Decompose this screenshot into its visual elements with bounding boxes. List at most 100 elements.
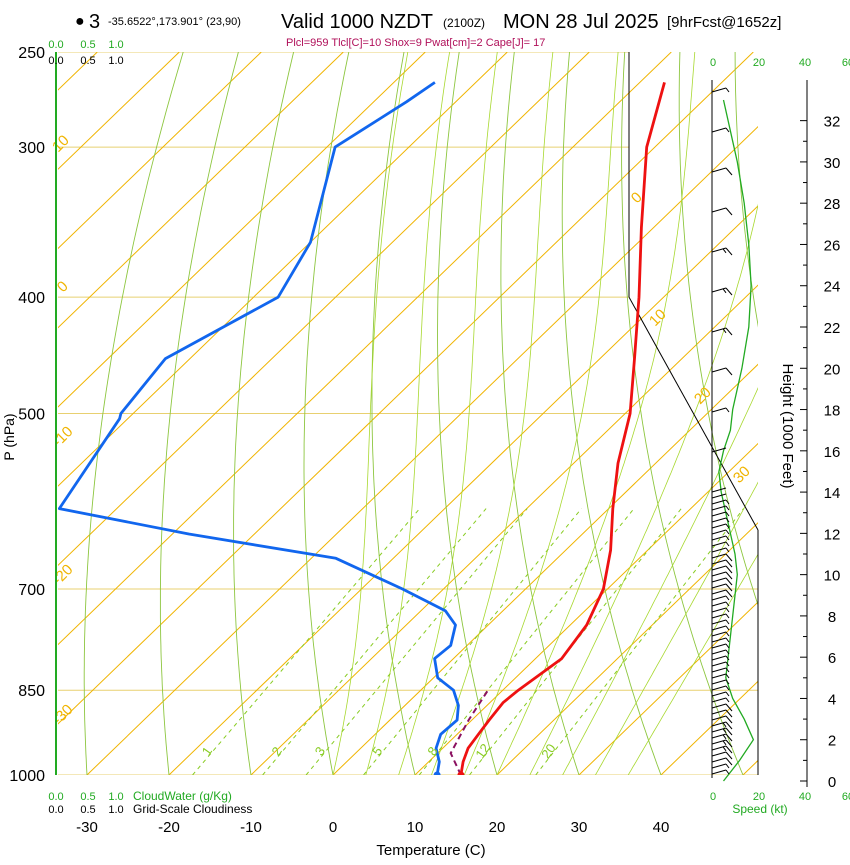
wind-barb-half-flag [722, 734, 727, 740]
wind-barb [711, 625, 730, 631]
height-tick-label: 32 [824, 114, 841, 131]
wind-barb [711, 613, 730, 619]
temperature-tick-label: 40 [653, 819, 670, 836]
wind-barb-shaft [711, 691, 727, 697]
speed-top-tick-label: 40 [799, 57, 811, 69]
mixing-ratio-label: 12 [472, 741, 493, 761]
cloudiness-label: Grid-Scale Cloudiness [133, 802, 252, 816]
wind-barb-shaft [711, 643, 727, 649]
wind-barb [711, 715, 733, 724]
wind-barb [711, 493, 727, 499]
height-tick-label: 12 [824, 526, 841, 543]
temperature-tick-label: 30 [571, 819, 588, 836]
pressure-tick-label: 500 [18, 407, 45, 424]
wind-barb-shaft [711, 87, 727, 93]
wind-barb-shaft [711, 407, 727, 413]
wind-barb-half-flag [725, 631, 730, 637]
temperature-tick-label: -20 [158, 819, 180, 836]
wind-barb [711, 553, 733, 562]
cloud-bottom-scale-label: 0.5 [80, 791, 95, 803]
wind-barb-shaft [711, 127, 727, 133]
height-tick-label: 26 [824, 237, 841, 254]
wind-barb-half-flag [725, 763, 730, 769]
wind-barb-shaft [711, 583, 727, 589]
stability-params: Plcl=959 Tlcl[C]=10 Shox=9 Pwat[cm]=2 Ca… [286, 37, 546, 49]
wind-barb-half-flag [722, 728, 727, 734]
height-tick-label: 20 [824, 361, 841, 378]
wind-barb [711, 287, 733, 296]
wind-barb-half-flag [725, 679, 730, 685]
wind-barb-half-flag [722, 328, 727, 334]
wind-barb [711, 327, 733, 336]
dry-adiabat-line [734, 52, 758, 328]
wind-barb-half-flag [725, 673, 730, 679]
wind-barb [711, 367, 733, 376]
wind-barb-half-flag [722, 722, 727, 728]
wind-barb [711, 679, 730, 685]
wind-barb [711, 207, 733, 216]
temperature-tick-label: -30 [76, 819, 98, 836]
wind-barb-flag [725, 721, 733, 730]
wind-barb-flag [725, 367, 733, 376]
wind-barb [711, 595, 730, 601]
station-coords: -35.6522°,173.901° (23,90) [108, 16, 241, 28]
wind-barb-flag [725, 703, 733, 712]
wind-barb-half-flag [722, 288, 727, 294]
mixing-ratio-label: 1 [199, 744, 215, 759]
wind-barb [711, 673, 730, 679]
wind-barb-shaft [711, 493, 727, 499]
wind-barb-shaft [711, 613, 727, 619]
wind-barb-shaft [711, 535, 727, 541]
dry-adiabat-line [233, 52, 295, 775]
dry-adiabat-line [371, 52, 416, 775]
wind-barb [711, 661, 730, 667]
isotherm-line [58, 52, 426, 408]
wind-barb-shaft [711, 505, 727, 511]
wind-barb [711, 547, 730, 553]
wind-barb [711, 499, 730, 505]
wind-barb-shaft [711, 207, 727, 213]
wind-barb-flag [725, 589, 733, 598]
height-tick-label: 2 [828, 733, 836, 750]
wind-barb [711, 619, 730, 625]
cloud-water-label: CloudWater (g/Kg) [133, 789, 232, 803]
wind-barb [711, 535, 730, 541]
wind-barb-shaft [711, 327, 727, 333]
height-tick-label: 14 [824, 485, 841, 502]
speed-top-tick-label: 60 [842, 57, 850, 69]
height-tick-label: 24 [824, 279, 841, 296]
isotherm-label: 10 [646, 306, 670, 330]
wind-barb-half-flag [725, 127, 730, 133]
moist-adiabat-line [496, 52, 696, 775]
wind-barb-shaft [711, 601, 727, 607]
wind-barb-shaft [711, 727, 727, 733]
wind-barb-flag [725, 709, 733, 718]
speed-bottom-tick-label: 60 [842, 791, 850, 803]
wind-barb-shaft [711, 625, 727, 631]
wind-barb-shaft [711, 637, 727, 643]
dry-adiabat-line [437, 52, 498, 775]
wind-barb [711, 447, 727, 453]
mixing-ratio-line [305, 508, 528, 775]
wind-barb-flag [725, 167, 733, 176]
wind-barb-shaft [711, 751, 727, 757]
mixing-ratio-line [418, 508, 635, 775]
wind-barb [711, 649, 730, 655]
moist-adiabat-line [595, 481, 758, 775]
wind-barb-half-flag [725, 637, 730, 643]
wind-barb [711, 745, 733, 754]
temperature-tick-label: 0 [329, 819, 337, 836]
wind-barb [711, 167, 733, 176]
wind-barb-shaft [711, 733, 727, 739]
wind-barb-half-flag [725, 643, 730, 649]
wind-barb [711, 631, 730, 637]
wind-barb-shaft [711, 709, 727, 715]
wind-barb [711, 487, 727, 493]
parcel-profile-line [449, 689, 489, 775]
height-tick-label: 4 [828, 691, 836, 708]
isotherm-line [58, 52, 508, 487]
wind-barb [711, 607, 730, 613]
wind-barb [711, 721, 733, 730]
wind-barb-shaft [711, 517, 727, 523]
